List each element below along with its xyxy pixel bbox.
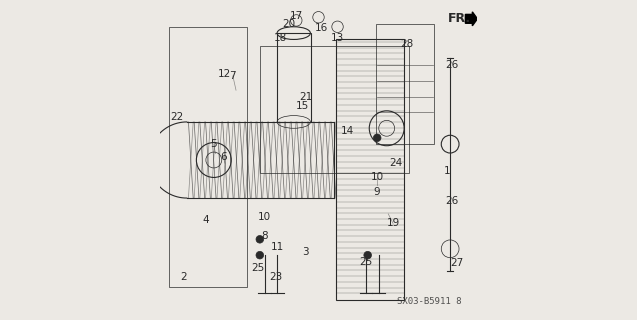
Text: 21: 21 (299, 92, 312, 101)
Text: 11: 11 (271, 242, 284, 252)
Text: 22: 22 (171, 112, 184, 122)
Text: 24: 24 (390, 158, 403, 168)
Text: 1: 1 (443, 166, 450, 176)
Text: 25: 25 (252, 263, 265, 273)
Text: 3: 3 (303, 247, 309, 257)
Text: 20: 20 (282, 19, 295, 28)
Text: 23: 23 (269, 272, 282, 282)
Circle shape (256, 252, 264, 259)
Text: 15: 15 (296, 101, 310, 111)
Text: 27: 27 (450, 258, 463, 268)
Text: 6: 6 (220, 152, 227, 162)
Text: 9: 9 (374, 187, 380, 197)
Circle shape (256, 236, 264, 243)
Bar (260, 46, 409, 173)
Bar (376, 24, 434, 144)
Text: 18: 18 (274, 33, 287, 43)
Circle shape (373, 134, 381, 142)
Bar (169, 27, 247, 287)
Text: 17: 17 (290, 11, 303, 21)
Text: 5: 5 (210, 139, 217, 149)
Text: 28: 28 (401, 39, 414, 49)
Text: SX03-B5911 8: SX03-B5911 8 (397, 297, 462, 306)
Text: 14: 14 (340, 126, 354, 136)
Text: 4: 4 (203, 215, 209, 225)
Text: 10: 10 (258, 212, 271, 222)
Bar (277, 33, 311, 122)
Text: 19: 19 (387, 219, 399, 228)
Text: 26: 26 (445, 196, 459, 206)
Text: FR.: FR. (448, 12, 471, 25)
Text: 10: 10 (371, 172, 383, 182)
Text: 8: 8 (261, 231, 268, 241)
Text: 16: 16 (315, 23, 328, 33)
Circle shape (364, 252, 371, 259)
Text: 13: 13 (331, 33, 344, 43)
Bar (336, 39, 404, 300)
Text: 12: 12 (218, 69, 231, 79)
Text: 26: 26 (445, 60, 459, 70)
FancyArrow shape (466, 12, 477, 26)
Text: 25: 25 (359, 257, 373, 267)
Text: 2: 2 (180, 272, 187, 282)
Text: 7: 7 (229, 71, 236, 81)
